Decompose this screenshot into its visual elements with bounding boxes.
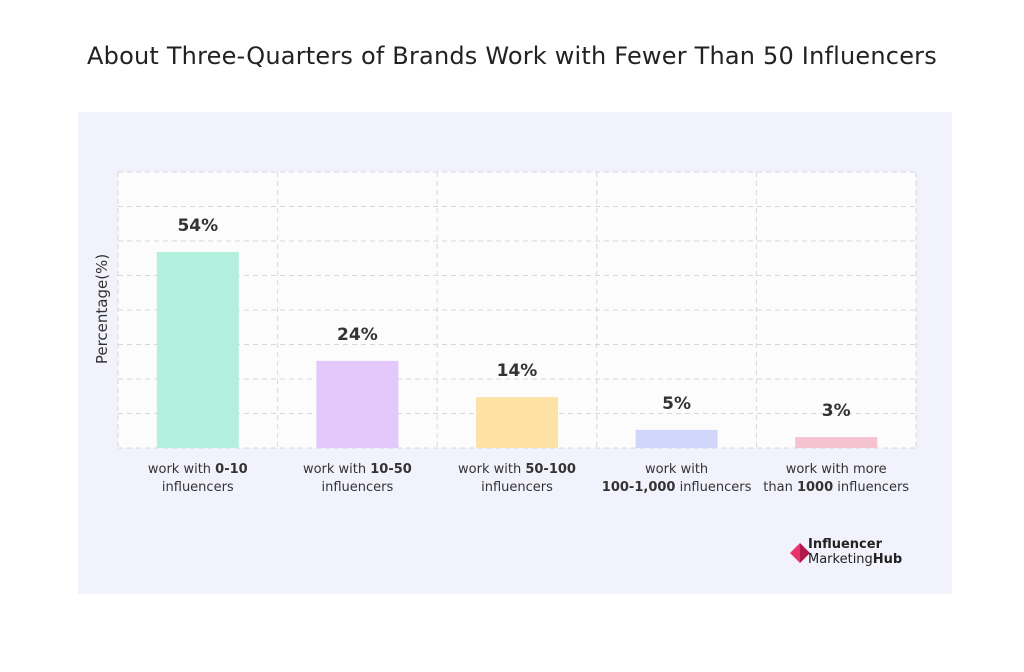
logo-text-line1: Influencer	[808, 537, 882, 552]
category-label-5: work with more than 1000 influencers	[763, 462, 910, 495]
category-label-3: work with 50-100 influencers	[458, 462, 576, 495]
y-axis-label: Percentage(%)	[93, 253, 111, 365]
bar-3	[476, 397, 558, 448]
value-label-1: 54%	[177, 216, 219, 236]
value-label-5: 3%	[821, 401, 851, 422]
value-label-4: 5%	[662, 393, 692, 414]
bar-5	[795, 437, 878, 448]
category-label-2: work with 10-50 influencers	[302, 462, 412, 495]
bar-1	[156, 252, 239, 448]
bars	[156, 252, 878, 448]
logo-text-marketing: Marketing	[808, 552, 873, 567]
logo-text-hub: Hub	[872, 552, 903, 567]
logo-mark-icon	[790, 543, 810, 563]
bar-4	[635, 429, 718, 448]
value-label-2: 24%	[337, 324, 378, 345]
logo-text-line2: MarketingHub	[808, 552, 902, 567]
bar-2	[316, 360, 399, 448]
category-label-1: work with 0-10 influencers	[147, 462, 248, 495]
value-label-3: 14%	[496, 361, 538, 382]
category-label-4: work with 100-1,000 influencers	[601, 462, 752, 495]
chart-title: About Three-Quarters of Brands Work with…	[87, 42, 937, 70]
influencer-marketing-hub-logo: Influencer MarketingHub	[788, 537, 928, 570]
